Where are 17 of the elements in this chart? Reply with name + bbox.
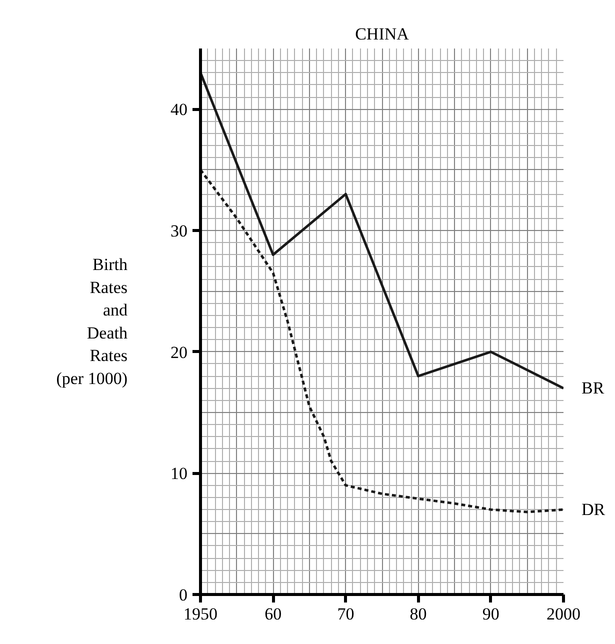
- y-tick-label: 0: [179, 586, 188, 604]
- annotation: BR: [582, 378, 605, 398]
- x-tick-label: 2000: [546, 604, 580, 624]
- y-tick-label: 30: [170, 222, 188, 240]
- line-series: [200, 168, 564, 514]
- x-tick-label: 90: [482, 604, 500, 624]
- x-tick-label: 60: [264, 604, 282, 624]
- annotation: DR: [582, 500, 606, 520]
- y-tick-label: 40: [170, 100, 188, 120]
- chart-title: CHINA: [355, 24, 410, 44]
- x-tick-label: 70: [337, 604, 354, 624]
- line-series: [200, 72, 564, 390]
- x-tick-label: 80: [410, 604, 427, 624]
- y-tick-label: 20: [170, 342, 188, 362]
- x-tick-label: 1950: [184, 604, 218, 624]
- y-axis-title: Birth Rates and Death Rates (per 1000): [56, 255, 128, 388]
- y-tick-label: 10: [170, 464, 188, 484]
